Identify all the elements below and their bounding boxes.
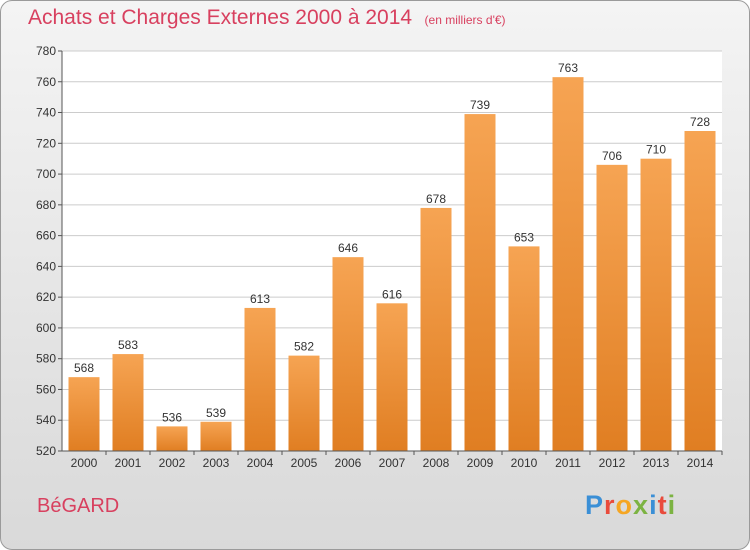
y-tick-label: 660 (36, 229, 56, 243)
data-label-2007: 616 (382, 287, 402, 301)
bar-2012[interactable] (596, 164, 628, 451)
x-tick-label-2003: 2003 (203, 456, 230, 470)
x-tick-label-2010: 2010 (511, 456, 538, 470)
logo-letter: P (585, 490, 605, 520)
bar-2011[interactable] (552, 77, 584, 452)
y-tick-label: 700 (36, 167, 56, 181)
x-tick-label-2000: 2000 (71, 456, 98, 470)
commune-name: BéGARD (37, 495, 120, 517)
logo-letter: r (604, 490, 616, 520)
data-label-2006: 646 (338, 241, 358, 255)
x-tick-label-2008: 2008 (423, 456, 450, 470)
bar-2005[interactable] (288, 355, 320, 451)
y-tick-label: 600 (36, 321, 56, 335)
x-tick-label-2004: 2004 (247, 456, 274, 470)
bar-2009[interactable] (464, 114, 496, 452)
bar-2008[interactable] (420, 207, 452, 451)
data-label-2010: 653 (514, 230, 534, 244)
x-tick-label-2006: 2006 (335, 456, 362, 470)
y-tick-label: 560 (36, 382, 56, 396)
y-tick-label: 680 (36, 198, 56, 212)
bar-2010[interactable] (508, 246, 540, 451)
bar-2000[interactable] (68, 377, 100, 451)
y-tick-label: 740 (36, 106, 56, 120)
data-label-2000: 568 (74, 361, 94, 375)
bar-2004[interactable] (244, 307, 276, 451)
y-tick-label: 620 (36, 290, 56, 304)
y-tick-label: 640 (36, 259, 56, 273)
data-label-2003: 539 (206, 406, 226, 420)
data-label-2013: 710 (646, 143, 666, 157)
x-tick-label-2001: 2001 (115, 456, 142, 470)
chart-subtitle: (en milliers d'€) (424, 13, 506, 27)
y-tick-label: 540 (36, 413, 56, 427)
x-tick-label-2011: 2011 (555, 456, 581, 470)
chart-title: Achats et Charges Externes 2000 à 2014 (28, 6, 413, 29)
x-tick-label-2014: 2014 (687, 456, 714, 470)
y-tick-label: 580 (36, 352, 56, 366)
data-label-2012: 706 (602, 149, 622, 163)
title-row: Achats et Charges Externes 2000 à 2014 (… (28, 6, 506, 30)
y-tick-label: 780 (36, 44, 56, 58)
bar-2007[interactable] (376, 303, 408, 451)
bar-2014[interactable] (684, 131, 716, 451)
data-label-2001: 583 (118, 338, 138, 352)
data-label-2004: 613 (250, 292, 270, 306)
bar-2013[interactable] (640, 158, 672, 451)
bar-2003[interactable] (200, 421, 232, 451)
bar-2002[interactable] (156, 426, 188, 451)
x-tick-label-2009: 2009 (467, 456, 494, 470)
data-label-2008: 678 (426, 192, 446, 206)
y-tick-label: 520 (36, 444, 56, 458)
x-tick-label-2012: 2012 (599, 456, 626, 470)
logo-letter: x (633, 490, 650, 520)
logo-letter: o (615, 490, 634, 520)
y-tick-label: 760 (36, 75, 56, 89)
data-label-2014: 728 (690, 115, 710, 129)
x-tick-label-2005: 2005 (291, 456, 318, 470)
data-label-2002: 536 (162, 410, 182, 424)
x-tick-label-2002: 2002 (159, 456, 186, 470)
bar-2001[interactable] (112, 354, 144, 451)
data-label-2009: 739 (470, 98, 490, 112)
logo-letter: t (657, 490, 668, 520)
data-label-2005: 582 (294, 340, 314, 354)
logo-letter: i (649, 490, 658, 520)
proxiti-logo[interactable]: Proxiti (585, 490, 676, 521)
x-tick-label-2007: 2007 (379, 456, 406, 470)
x-tick-label-2013: 2013 (643, 456, 670, 470)
y-tick-label: 720 (36, 136, 56, 150)
bar-2006[interactable] (332, 257, 364, 451)
data-label-2011: 763 (558, 61, 578, 75)
logo-letter: i (667, 490, 677, 520)
